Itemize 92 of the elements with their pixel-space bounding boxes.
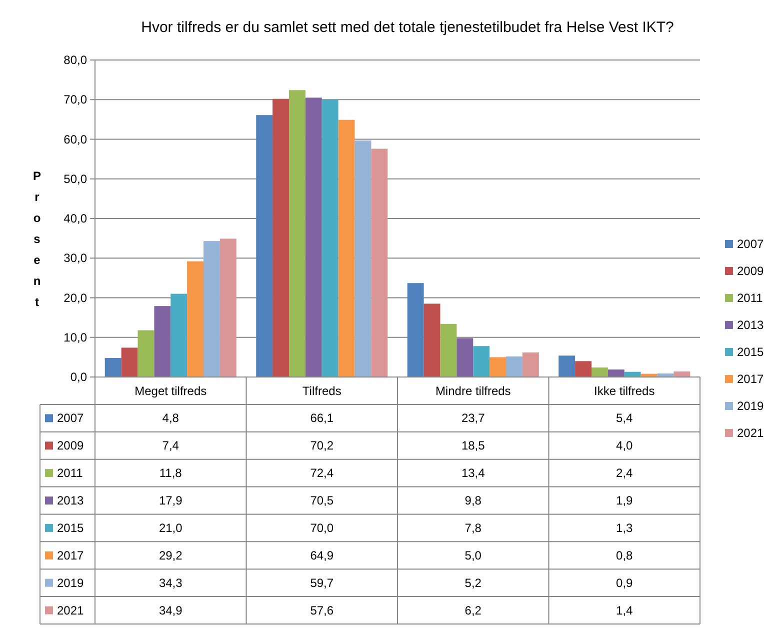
data-label: 2,4	[616, 466, 634, 480]
bar	[322, 100, 338, 377]
bar	[305, 98, 322, 377]
y-tick-label: 60,0	[64, 132, 88, 146]
data-label: 4,8	[162, 411, 180, 426]
y-tick-label: 0,0	[70, 370, 88, 384]
legend-label: 2011	[57, 466, 84, 480]
legend-label: 2017	[737, 372, 764, 386]
bar	[154, 306, 171, 377]
data-label: 34,9	[158, 603, 183, 618]
text: 2021	[57, 603, 84, 618]
bar	[256, 115, 273, 377]
text: 2007	[737, 237, 764, 251]
bar	[407, 283, 424, 377]
legend-label: 2019	[737, 399, 764, 413]
text: 2015	[57, 520, 84, 535]
bar	[558, 356, 576, 377]
bar	[674, 371, 690, 377]
bar	[121, 348, 138, 377]
legend-label: 2007	[57, 411, 84, 426]
data-label: 70,2	[310, 438, 334, 453]
x-tick-label: Tilfreds	[302, 384, 342, 398]
x-tick-label: Meget tilfreds	[134, 384, 207, 398]
bar	[187, 261, 204, 377]
y-tick-label: 30,0	[64, 251, 88, 266]
data-label: 72,4	[310, 466, 334, 480]
data-label: 13,4	[461, 466, 486, 480]
bar	[138, 330, 154, 377]
data-label: 0,9	[616, 576, 634, 590]
bar	[456, 338, 474, 377]
data-label: 1,4	[616, 603, 634, 618]
data-label: 11,8	[159, 466, 182, 480]
chart-title: Hvor tilfreds er du samlet sett med det totale tjenestetilbudet fra Helse Vest IKT?	[141, 19, 674, 36]
text: 2013	[57, 494, 84, 508]
data-label: 9,8	[464, 494, 482, 508]
bar	[608, 369, 624, 377]
data-label: 70,5	[310, 494, 334, 508]
text: 2011	[737, 291, 763, 305]
data-label: 6,2	[464, 603, 482, 618]
data-label: 4,0	[616, 438, 634, 453]
bar	[354, 140, 372, 377]
data-label: 7,8	[464, 520, 482, 535]
legend-label: 2009	[57, 438, 84, 453]
data-label: 66,1	[310, 411, 334, 426]
bar	[506, 356, 522, 377]
bar	[473, 346, 490, 377]
bar	[591, 367, 608, 377]
data-label: 29,2	[158, 548, 183, 562]
y-tick-label: 10,0	[64, 330, 88, 344]
y-tick-label: 50,0	[64, 172, 88, 186]
text: 2009	[737, 264, 764, 278]
bar	[522, 352, 539, 377]
y-tick-label: 70,0	[64, 92, 88, 107]
bar	[170, 294, 188, 377]
bar	[272, 98, 289, 377]
data-label: 5,2	[464, 576, 482, 590]
y-axis-title: Prosent	[32, 169, 42, 309]
bar	[338, 120, 355, 377]
text: 2019	[57, 576, 84, 590]
legend-label: 2015	[737, 345, 764, 359]
legend-label: 2021	[737, 426, 764, 440]
bar	[490, 357, 506, 377]
bar	[104, 358, 122, 377]
data-label: 21,0	[158, 520, 183, 535]
bar	[575, 361, 592, 377]
bar	[371, 148, 388, 377]
bar	[424, 304, 440, 377]
y-tick-label: 20,0	[64, 290, 88, 305]
data-label: 57,6	[310, 603, 334, 618]
data-label: 5,0	[464, 548, 482, 562]
y-tick-label: 80,0	[64, 53, 88, 67]
bar	[440, 324, 457, 377]
data-label: 7,4	[162, 438, 180, 453]
legend-label: 2013	[737, 318, 764, 332]
data-label: 18,5	[461, 438, 486, 453]
data-label: 0,8	[616, 548, 634, 562]
data-label: 59,7	[310, 576, 334, 590]
data-label: 23,7	[461, 411, 486, 426]
x-tick-label: Ikke tilfreds	[594, 384, 655, 398]
data-label: 5,4	[616, 411, 634, 426]
data-label: 70,0	[310, 520, 334, 535]
data-label: 17,9	[158, 494, 183, 508]
bar	[288, 90, 306, 377]
text: 2017	[57, 548, 84, 562]
bar	[220, 238, 236, 377]
data-label: 34,3	[158, 576, 183, 590]
x-tick-label: Mindre tilfreds	[435, 384, 511, 398]
data-label: 1,3	[616, 520, 634, 535]
data-label: 1,9	[616, 494, 634, 508]
data-label: 64,9	[310, 548, 334, 562]
bar	[204, 241, 220, 377]
y-tick-label: 40,0	[64, 212, 88, 226]
